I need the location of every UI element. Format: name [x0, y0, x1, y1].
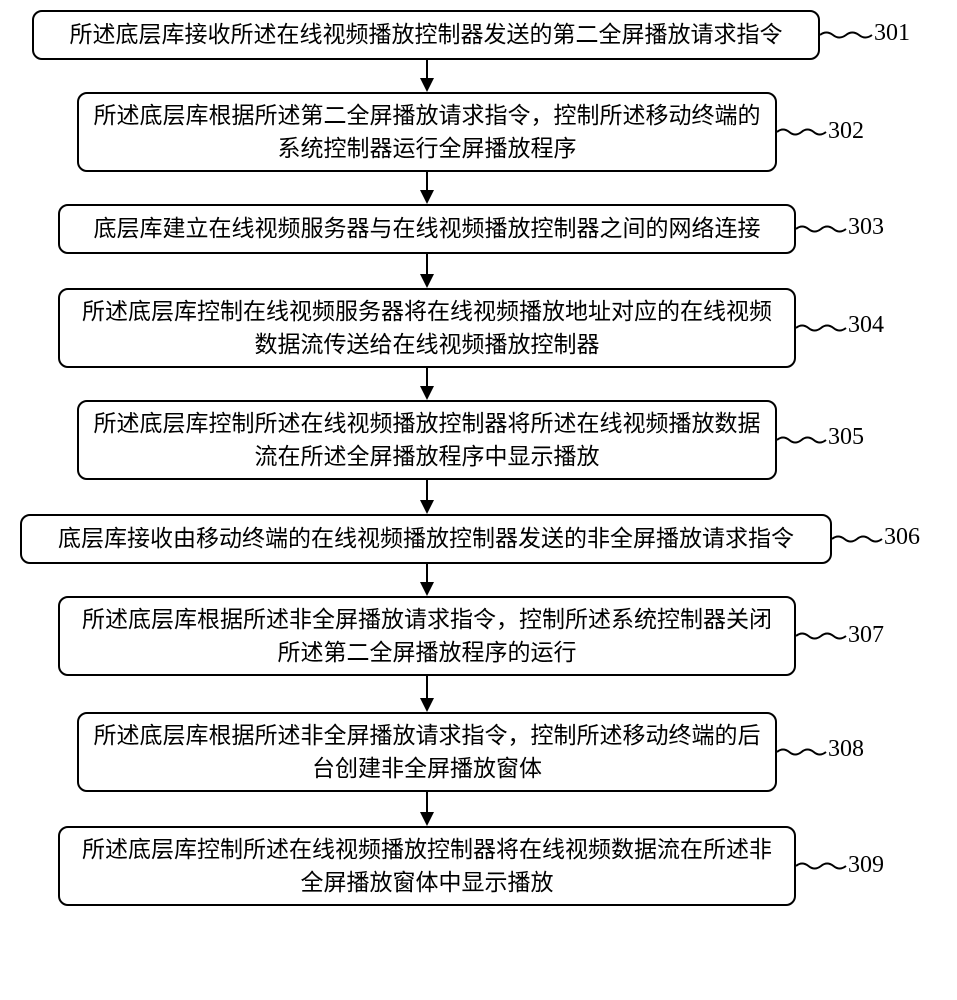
flow-node-text: 所述底层库根据所述非全屏播放请求指令，控制所述系统控制器关闭所述第二全屏播放程序… [74, 603, 780, 670]
flow-node-309: 所述底层库控制所述在线视频播放控制器将在线视频数据流在所述非全屏播放窗体中显示播… [58, 826, 796, 906]
flow-node-305: 所述底层库控制所述在线视频播放控制器将所述在线视频播放数据流在所述全屏播放程序中… [77, 400, 777, 480]
flow-node-label-302: 302 [828, 118, 864, 145]
flow-node-label-301: 301 [874, 20, 910, 47]
flowchart-container: 所述底层库接收所述在线视频播放控制器发送的第二全屏播放请求指令 301 所述底层库根… [0, 0, 957, 1000]
flow-node-303: 底层库建立在线视频服务器与在线视频播放控制器之间的网络连接 [58, 204, 796, 254]
flow-node-304: 所述底层库控制在线视频服务器将在线视频播放地址对应的在线视频数据流传送给在线视频… [58, 288, 796, 368]
flow-node-301: 所述底层库接收所述在线视频播放控制器发送的第二全屏播放请求指令 [32, 10, 820, 60]
flow-node-308: 所述底层库根据所述非全屏播放请求指令，控制所述移动终端的后台创建非全屏播放窗体 [77, 712, 777, 792]
flow-node-307: 所述底层库根据所述非全屏播放请求指令，控制所述系统控制器关闭所述第二全屏播放程序… [58, 596, 796, 676]
flow-node-label-303: 303 [848, 214, 884, 241]
flow-node-302: 所述底层库根据所述第二全屏播放请求指令，控制所述移动终端的系统控制器运行全屏播放… [77, 92, 777, 172]
flow-node-label-309: 309 [848, 852, 884, 879]
flow-node-text: 底层库建立在线视频服务器与在线视频播放控制器之间的网络连接 [94, 212, 761, 245]
flow-node-label-304: 304 [848, 312, 884, 339]
flow-node-label-305: 305 [828, 424, 864, 451]
flow-node-label-307: 307 [848, 622, 884, 649]
flow-node-text: 所述底层库控制在线视频服务器将在线视频播放地址对应的在线视频数据流传送给在线视频… [74, 295, 780, 362]
flow-node-text: 所述底层库根据所述第二全屏播放请求指令，控制所述移动终端的系统控制器运行全屏播放… [93, 99, 761, 166]
flow-node-text: 所述底层库控制所述在线视频播放控制器将在线视频数据流在所述非全屏播放窗体中显示播… [74, 833, 780, 900]
flow-node-label-308: 308 [828, 736, 864, 763]
flow-node-text: 底层库接收由移动终端的在线视频播放控制器发送的非全屏播放请求指令 [58, 522, 794, 555]
flow-node-306: 底层库接收由移动终端的在线视频播放控制器发送的非全屏播放请求指令 [20, 514, 832, 564]
flow-node-label-306: 306 [884, 524, 920, 551]
flow-node-text: 所述底层库控制所述在线视频播放控制器将所述在线视频播放数据流在所述全屏播放程序中… [93, 407, 761, 474]
flow-node-text: 所述底层库接收所述在线视频播放控制器发送的第二全屏播放请求指令 [70, 18, 783, 51]
flow-node-text: 所述底层库根据所述非全屏播放请求指令，控制所述移动终端的后台创建非全屏播放窗体 [93, 719, 761, 786]
